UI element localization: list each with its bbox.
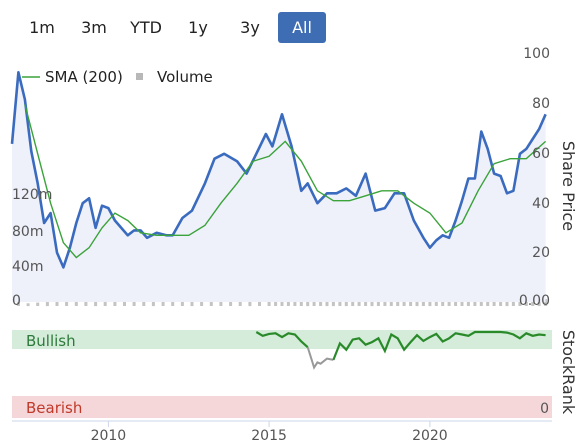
range-selector: 1m 3m YTD 1y 3y All bbox=[18, 12, 330, 43]
x-axis-ticks: 2010 2015 2020 bbox=[91, 421, 448, 444]
bearish-band bbox=[12, 396, 552, 418]
x-tick-label: 2015 bbox=[251, 428, 287, 444]
volume-bar bbox=[544, 299, 548, 306]
price-line bbox=[10, 71, 547, 269]
volume-bar bbox=[161, 299, 165, 306]
y-tick-40: 40 bbox=[532, 196, 550, 212]
volume-bar bbox=[16, 301, 20, 306]
volume-tick-0: 0 bbox=[12, 293, 21, 309]
sma-line bbox=[24, 104, 547, 259]
volume-bar bbox=[65, 299, 69, 306]
range-all-button[interactable]: All bbox=[278, 12, 326, 43]
volume-tick-40m: 40m bbox=[12, 259, 43, 275]
volume-bar bbox=[26, 303, 30, 307]
legend-sma-label: SMA (200) bbox=[45, 68, 123, 86]
x-tick-label: 2020 bbox=[412, 428, 448, 444]
bullish-label: Bullish bbox=[26, 332, 76, 350]
range-3y-button[interactable]: 3y bbox=[240, 18, 260, 37]
y-tick-0: 0.00 bbox=[519, 293, 550, 309]
x-tick-label: 2010 bbox=[91, 428, 127, 444]
stockrank-line bbox=[255, 330, 546, 361]
price-area bbox=[12, 72, 546, 302]
y-tick-100: 100 bbox=[523, 46, 550, 62]
volume-bar bbox=[209, 299, 213, 306]
y-tick-80: 80 bbox=[532, 96, 550, 112]
y-axis-title: Share Price bbox=[559, 141, 578, 231]
volume-tick-80m: 80m bbox=[12, 224, 43, 240]
y-tick-60: 60 bbox=[532, 146, 550, 162]
volume-bar bbox=[219, 298, 223, 306]
stockrank-line-gray bbox=[306, 346, 334, 370]
volume-bar bbox=[200, 299, 204, 306]
volume-tick-120m: 120m bbox=[12, 187, 52, 203]
volume-bar bbox=[171, 299, 175, 306]
volume-bar bbox=[113, 298, 117, 306]
range-3m-button[interactable]: 3m bbox=[81, 18, 107, 37]
stockrank-axis-title: StockRank bbox=[559, 330, 578, 415]
stockrank-zero-tick: 0 bbox=[540, 401, 549, 417]
bullish-band bbox=[12, 330, 552, 349]
volume-bar bbox=[36, 302, 40, 306]
volume-bar bbox=[55, 300, 59, 306]
range-1m-button[interactable]: 1m bbox=[29, 18, 55, 37]
legend-volume-label: Volume bbox=[157, 68, 213, 86]
range-ytd-button[interactable]: YTD bbox=[130, 18, 162, 37]
bearish-label: Bearish bbox=[26, 399, 82, 417]
range-1y-button[interactable]: 1y bbox=[188, 18, 208, 37]
volume-bar bbox=[180, 300, 184, 306]
y-tick-20: 20 bbox=[532, 245, 550, 261]
volume-bar bbox=[142, 299, 146, 306]
volume-bar bbox=[238, 299, 242, 306]
volume-bar bbox=[258, 299, 261, 306]
legend-volume-swatch bbox=[136, 73, 143, 80]
volume-bar bbox=[229, 300, 233, 306]
volume-bar bbox=[123, 300, 126, 306]
volume-bar bbox=[103, 299, 107, 306]
